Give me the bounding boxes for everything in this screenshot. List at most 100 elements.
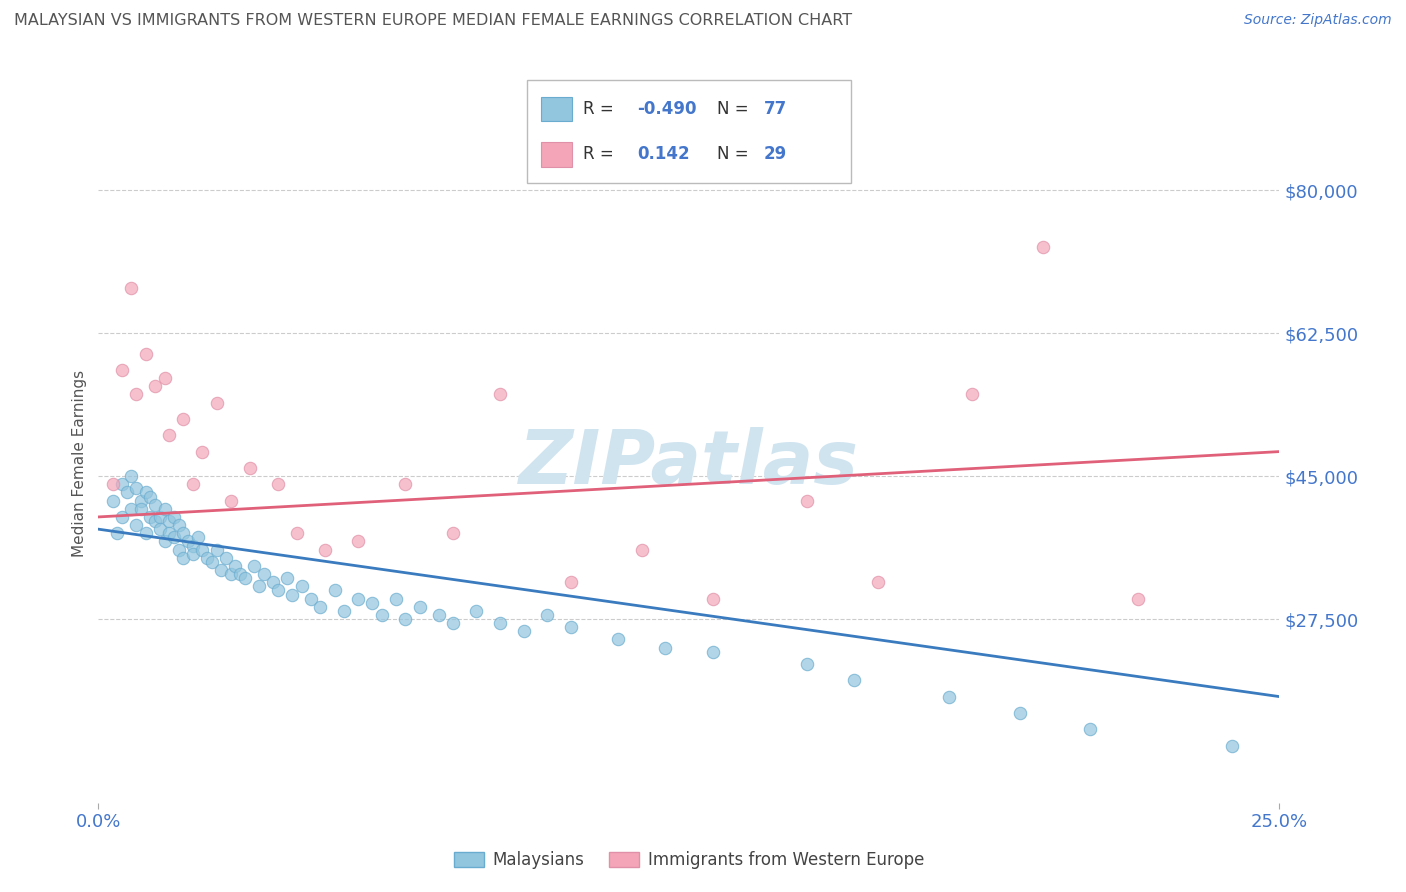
Point xyxy=(290,579,312,593)
Point xyxy=(125,387,148,401)
Point xyxy=(1220,739,1243,753)
Point xyxy=(172,526,194,541)
Point xyxy=(385,591,408,606)
Point xyxy=(187,530,209,544)
Point xyxy=(299,591,322,606)
Point xyxy=(135,346,157,360)
Point xyxy=(465,604,488,618)
Point xyxy=(233,571,256,585)
Point xyxy=(796,493,818,508)
Point xyxy=(163,510,186,524)
Point xyxy=(243,558,266,573)
Point xyxy=(201,555,224,569)
Point xyxy=(191,444,214,458)
Point xyxy=(314,542,336,557)
Point xyxy=(135,526,157,541)
Point xyxy=(1008,706,1031,720)
Point xyxy=(489,616,512,631)
Point xyxy=(224,558,246,573)
Point xyxy=(205,395,228,409)
Point xyxy=(262,575,284,590)
Point xyxy=(219,493,242,508)
Point xyxy=(239,461,262,475)
Point xyxy=(181,539,204,553)
Point xyxy=(441,616,464,631)
Point xyxy=(181,477,204,491)
Point xyxy=(1080,723,1102,737)
Point xyxy=(323,583,346,598)
Text: 77: 77 xyxy=(763,100,787,118)
Text: R =: R = xyxy=(583,145,620,163)
Point xyxy=(111,363,134,377)
Point xyxy=(267,583,290,598)
Point xyxy=(153,534,176,549)
Point xyxy=(191,542,214,557)
Point xyxy=(607,632,630,647)
Point xyxy=(219,567,242,582)
Point xyxy=(172,412,194,426)
Point xyxy=(333,604,356,618)
Point xyxy=(139,490,162,504)
Point xyxy=(167,542,190,557)
Legend: Malaysians, Immigrants from Western Europe: Malaysians, Immigrants from Western Euro… xyxy=(447,845,931,876)
Point xyxy=(205,542,228,557)
Point xyxy=(1032,240,1054,254)
Point xyxy=(157,526,180,541)
Point xyxy=(309,599,332,614)
Point xyxy=(139,510,162,524)
Point xyxy=(163,530,186,544)
Point xyxy=(157,428,180,442)
Point xyxy=(1126,591,1149,606)
Point xyxy=(962,387,984,401)
Point xyxy=(149,510,172,524)
Point xyxy=(361,596,384,610)
Point xyxy=(195,550,218,565)
Point xyxy=(229,567,252,582)
Point xyxy=(866,575,889,590)
Point xyxy=(536,607,558,622)
Y-axis label: Median Female Earnings: Median Female Earnings xyxy=(72,370,87,558)
Text: R =: R = xyxy=(583,100,620,118)
Point xyxy=(177,534,200,549)
Text: MALAYSIAN VS IMMIGRANTS FROM WESTERN EUROPE MEDIAN FEMALE EARNINGS CORRELATION C: MALAYSIAN VS IMMIGRANTS FROM WESTERN EUR… xyxy=(14,13,852,29)
Point xyxy=(157,514,180,528)
Point xyxy=(285,526,308,541)
Text: ZIPatlas: ZIPatlas xyxy=(519,427,859,500)
Point xyxy=(394,477,416,491)
Point xyxy=(125,518,148,533)
Point xyxy=(702,645,724,659)
Point xyxy=(512,624,534,639)
Point xyxy=(796,657,818,671)
Point xyxy=(347,534,370,549)
Point xyxy=(281,588,304,602)
Point xyxy=(153,371,176,385)
Point xyxy=(111,477,134,491)
Point xyxy=(408,599,430,614)
Point xyxy=(172,550,194,565)
Point xyxy=(347,591,370,606)
Point xyxy=(427,607,450,622)
Point xyxy=(129,493,152,508)
Point xyxy=(121,281,143,295)
Point xyxy=(702,591,724,606)
Point xyxy=(215,550,238,565)
Point xyxy=(394,612,416,626)
Point xyxy=(654,640,676,655)
Point xyxy=(115,485,138,500)
Point xyxy=(441,526,464,541)
Point xyxy=(560,620,582,634)
Point xyxy=(181,547,204,561)
Point xyxy=(105,526,128,541)
Point xyxy=(101,477,124,491)
Point xyxy=(247,579,270,593)
Text: N =: N = xyxy=(717,100,754,118)
Point xyxy=(125,481,148,495)
Point xyxy=(560,575,582,590)
Point xyxy=(153,501,176,516)
Point xyxy=(267,477,290,491)
Point xyxy=(143,379,166,393)
Point xyxy=(209,563,232,577)
Point xyxy=(149,522,172,536)
Text: -0.490: -0.490 xyxy=(637,100,696,118)
Point xyxy=(143,514,166,528)
